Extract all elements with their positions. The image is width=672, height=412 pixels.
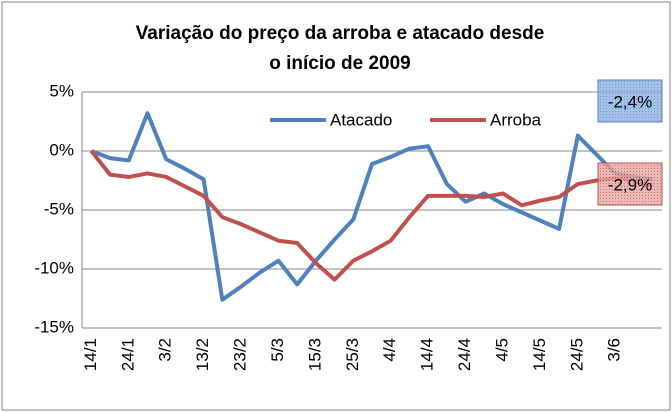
y-tick-label: 0%	[49, 140, 74, 159]
x-tick-label: 15/3	[305, 338, 324, 371]
y-tick-label: 5%	[49, 81, 74, 100]
x-tick-label: 3/6	[605, 338, 624, 362]
y-tick-label: -10%	[34, 258, 74, 277]
annotation-text: -2,9%	[608, 175, 652, 194]
x-tick-label: 14/5	[530, 338, 549, 371]
x-tick-label: 14/4	[418, 338, 437, 371]
annotation-box	[597, 162, 663, 206]
series-line	[89, 149, 654, 282]
legend-label: Atacado	[330, 110, 392, 129]
legend-label: Arroba	[490, 110, 542, 129]
y-tick-label: -15%	[34, 317, 74, 336]
chart-title: Variação do preço da arroba e atacado de…	[136, 23, 545, 44]
x-tick-label: 23/2	[231, 338, 250, 371]
x-tick-label: 25/3	[343, 338, 362, 371]
series-line	[90, 111, 653, 302]
x-tick-label: 5/3	[268, 338, 287, 362]
x-tick-label: 4/5	[492, 338, 511, 362]
x-tick-label: 14/1	[81, 338, 100, 371]
chart-title: o início de 2009	[269, 53, 411, 74]
y-tick-label: -5%	[44, 199, 74, 218]
x-tick-label: 24/4	[455, 338, 474, 371]
annotation-box	[597, 79, 663, 123]
x-tick-label: 3/2	[156, 338, 175, 362]
annotation-text: -2,4%	[608, 92, 652, 111]
x-tick-label: 24/1	[118, 338, 137, 371]
x-tick-label: 13/2	[193, 338, 212, 371]
x-tick-label: 4/4	[380, 338, 399, 362]
x-tick-label: 24/5	[567, 338, 586, 371]
